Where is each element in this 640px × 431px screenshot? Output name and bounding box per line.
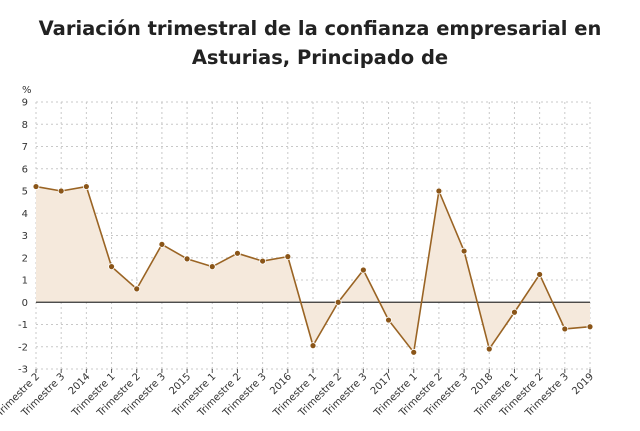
y-tick-label: 0 — [22, 298, 28, 309]
data-point — [334, 298, 342, 306]
data-point — [561, 325, 569, 333]
chart-title: Variación trimestral de la confianza emp… — [38, 17, 602, 69]
data-point — [108, 263, 115, 271]
data-point — [183, 255, 191, 263]
data-point — [158, 240, 166, 248]
y-tick-label: 6 — [22, 164, 28, 175]
data-point — [57, 187, 65, 195]
x-tick-label: 2019 — [570, 371, 596, 397]
y-tick-label: -1 — [18, 320, 28, 331]
y-tick-label: 5 — [22, 187, 28, 198]
y-axis-unit-label: % — [22, 85, 32, 96]
y-axis: -3 -2 -1 0 1 2 3 4 5 6 7 8 9 — [18, 98, 28, 376]
data-point — [511, 308, 518, 316]
y-tick-label: 3 — [22, 231, 28, 242]
data-point — [435, 187, 443, 195]
data-point — [410, 348, 418, 356]
y-tick-label: 1 — [22, 276, 28, 287]
y-tick-label: 4 — [22, 209, 28, 220]
data-point — [536, 271, 544, 278]
data-point — [586, 323, 594, 331]
data-point — [385, 316, 392, 324]
y-tick-label: 9 — [22, 98, 28, 109]
y-tick-label: -3 — [18, 365, 28, 376]
data-point — [259, 257, 267, 265]
data-point — [208, 263, 216, 271]
data-point — [234, 249, 241, 257]
data-point — [309, 342, 317, 350]
data-point — [284, 253, 292, 261]
y-tick-label: 8 — [22, 120, 28, 131]
data-point — [485, 345, 493, 353]
data-point — [32, 183, 40, 190]
series-area — [36, 186, 590, 353]
data-point — [460, 247, 468, 255]
y-tick-label: 7 — [22, 142, 28, 153]
data-point — [133, 285, 141, 293]
y-tick-label: -2 — [18, 342, 28, 353]
data-point — [82, 183, 90, 190]
data-point — [359, 266, 367, 274]
y-tick-label: 2 — [22, 253, 28, 264]
area-layer — [36, 186, 590, 353]
marker-layer — [32, 183, 594, 356]
